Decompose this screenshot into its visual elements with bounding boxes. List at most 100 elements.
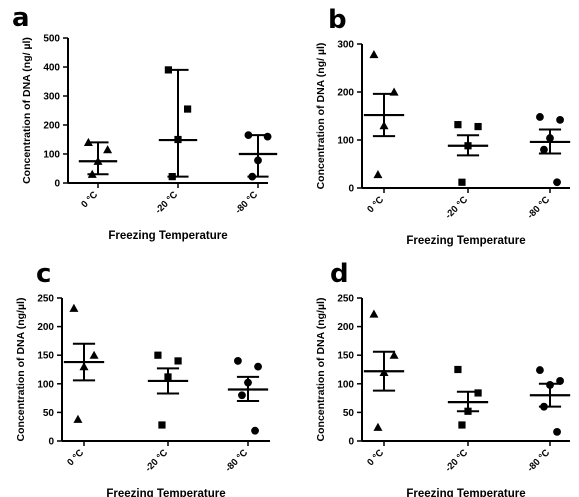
x-tick-label: -20 °C: [443, 194, 470, 221]
data-point: [69, 303, 79, 312]
data-point: [556, 377, 564, 385]
data-point: [458, 178, 466, 186]
data-point: [553, 427, 561, 436]
data-point: [174, 357, 182, 365]
panel-label: b: [328, 5, 347, 35]
data-point: [373, 170, 383, 179]
y-tick-label: 100: [337, 379, 354, 390]
panel-b: b 0 100 200 300 Concentration of DNA (ng/ µl)…: [315, 5, 571, 247]
y-tick-label: 150: [337, 351, 354, 362]
y-tick-label: 400: [43, 63, 60, 74]
x-axis-label: Freezing Temperature: [406, 235, 525, 247]
panel-a: a 0 100 200 300 400 500 Concentration of DNA (n…: [12, 3, 278, 242]
y-tick-label: 200: [337, 88, 354, 99]
data-point: [168, 173, 176, 181]
data-point: [263, 132, 272, 141]
panel-label: d: [330, 259, 349, 289]
x-tick-label: 0 °C: [65, 447, 86, 468]
data-point: [540, 145, 548, 154]
y-tick-label: 0: [48, 437, 54, 448]
data-point: [379, 121, 389, 130]
data-point: [93, 156, 103, 165]
y-tick-label: 100: [37, 379, 54, 390]
x-tick-label: -80 °C: [525, 447, 552, 474]
y-tick-label: 200: [43, 121, 60, 132]
data-point: [174, 135, 182, 144]
data-point: [164, 373, 172, 381]
y-tick-label: 50: [43, 408, 55, 419]
x-axis-label: Freezing Temperature: [106, 488, 225, 497]
data-point: [79, 362, 89, 371]
data-point: [389, 87, 399, 96]
x-tick-label: 0 °C: [79, 189, 100, 210]
x-axis-label: Freezing Temperature: [406, 488, 525, 497]
data-point: [158, 421, 166, 429]
panel-label: a: [12, 3, 30, 33]
data-point: [474, 389, 482, 397]
data-point: [244, 131, 253, 140]
data-point: [464, 407, 472, 415]
data-point: [83, 137, 93, 146]
data-point: [73, 414, 83, 423]
y-tick-label: 200: [337, 322, 354, 333]
y-tick-label: 50: [343, 408, 355, 419]
data-point: [546, 381, 554, 389]
x-tick-label: -20 °C: [153, 189, 180, 216]
x-tick-label: -80 °C: [233, 189, 260, 216]
x-tick-label: -80 °C: [223, 447, 250, 474]
x-tick-label: 0 °C: [365, 194, 386, 215]
data-point: [87, 169, 97, 178]
data-point: [164, 66, 172, 74]
data-point: [540, 402, 548, 411]
x-tick-label: -80 °C: [525, 194, 552, 221]
y-tick-label: 300: [337, 40, 354, 51]
y-axis-label: Concentration of DNA (ng/µl): [315, 298, 327, 442]
data-point: [536, 113, 544, 121]
data-point: [251, 426, 259, 435]
panel-label: c: [36, 259, 51, 289]
data-point: [373, 422, 383, 431]
y-tick-label: 100: [43, 150, 60, 161]
y-axis-label: Concentration of DNA (ng/µl): [15, 298, 27, 442]
y-axis-label: Concentration of DNA (ng/ µl): [21, 37, 33, 184]
y-tick-label: 100: [337, 136, 354, 147]
data-point: [254, 362, 262, 371]
data-point: [536, 366, 544, 374]
data-point: [89, 350, 99, 359]
y-tick-label: 200: [37, 322, 54, 333]
data-point: [103, 145, 113, 154]
x-tick-label: -20 °C: [143, 447, 170, 474]
data-point: [154, 351, 162, 359]
data-point: [184, 105, 192, 113]
y-tick-label: 0: [348, 437, 354, 448]
y-tick-label: 0: [54, 179, 60, 190]
data-point: [234, 357, 242, 365]
y-tick-label: 250: [337, 294, 354, 305]
data-point: [556, 115, 564, 124]
data-point: [369, 309, 379, 318]
data-point: [454, 365, 462, 374]
data-point: [254, 156, 262, 165]
data-point: [553, 178, 561, 187]
x-axis-label: Freezing Temperature: [108, 230, 227, 242]
data-point: [464, 142, 472, 150]
data-point: [248, 172, 257, 181]
data-point: [546, 134, 554, 142]
y-tick-label: 250: [37, 294, 54, 305]
y-tick-label: 300: [43, 92, 60, 103]
y-tick-label: 0: [348, 184, 354, 195]
data-point: [379, 367, 389, 376]
data-point: [389, 350, 399, 359]
data-point: [369, 50, 379, 59]
y-tick-label: 150: [37, 351, 54, 362]
x-tick-label: 0 °C: [365, 447, 386, 468]
x-tick-label: -20 °C: [443, 447, 470, 474]
y-axis-label: Concentration of DNA (ng/ µl): [315, 43, 327, 190]
panel-d: d 0 50 100 150 200 250 Concentration of DNA (ng…: [315, 259, 571, 497]
data-point: [474, 122, 482, 131]
y-tick-label: 500: [43, 34, 60, 45]
data-point: [244, 378, 252, 387]
data-point: [454, 121, 462, 129]
data-point: [458, 421, 466, 429]
